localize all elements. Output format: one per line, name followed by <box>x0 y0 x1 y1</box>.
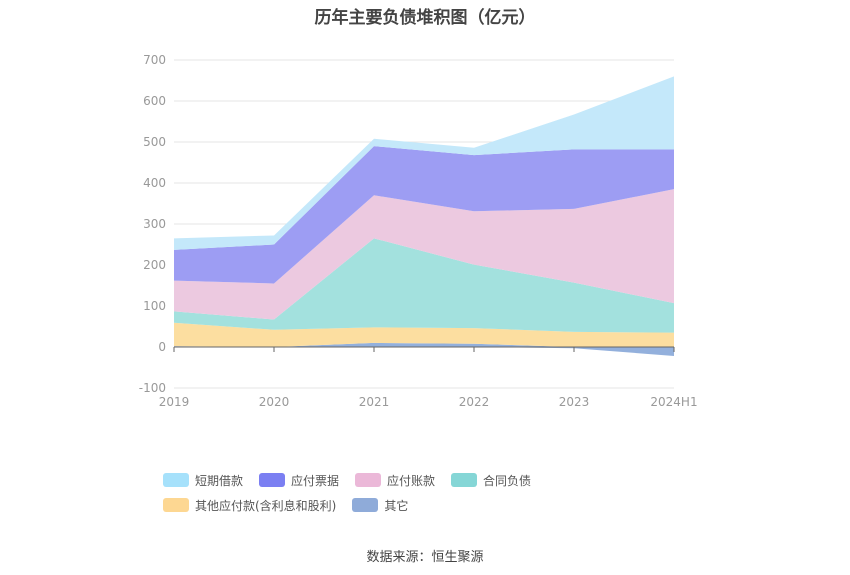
legend-label: 其他应付款(含利息和股利) <box>195 498 337 513</box>
area-series <box>174 238 674 333</box>
x-tick-label: 2019 <box>159 395 190 409</box>
data-source: 数据来源：恒生聚源 <box>366 550 484 565</box>
legend-label: 其它 <box>384 498 409 513</box>
legend-item[interactable]: 应付票据 <box>259 472 339 488</box>
legend-item[interactable]: 其它 <box>352 497 408 513</box>
y-tick-label: 600 <box>143 94 166 108</box>
legend-label: 合同负债 <box>483 473 532 488</box>
legend-swatch <box>355 473 382 487</box>
legend-item[interactable]: 应付账款 <box>355 472 435 488</box>
y-tick-label: 300 <box>143 217 166 231</box>
area-series <box>174 322 674 347</box>
y-tick-label: -100 <box>139 381 166 395</box>
y-tick-label: 200 <box>143 258 166 272</box>
legend-swatch <box>163 473 189 487</box>
legend-swatch <box>163 498 189 512</box>
legend-label: 短期借款 <box>195 473 244 488</box>
legend-item[interactable]: 合同负债 <box>451 472 531 488</box>
legend-swatch <box>259 473 286 487</box>
x-tick-label: 2022 <box>459 395 490 409</box>
legend-item[interactable]: 其他应付款(含利息和股利) <box>163 497 336 513</box>
x-tick-label: 2021 <box>359 395 390 409</box>
area-series <box>174 189 674 320</box>
x-tick-label: 2023 <box>559 395 590 409</box>
y-tick-label: 0 <box>158 340 166 354</box>
legend-swatch <box>352 498 379 512</box>
y-tick-label: 100 <box>143 299 166 313</box>
legend-label: 应付票据 <box>291 473 340 488</box>
legend-item[interactable]: 短期借款 <box>163 472 243 488</box>
legend-label: 应付账款 <box>387 473 436 488</box>
x-tick-label: 2020 <box>259 395 290 409</box>
chart-legend: 短期借款 应付票据 应付账款 合同负债其他应付款(含利息和股利) 其它 <box>163 472 723 522</box>
y-tick-label: 700 <box>143 53 166 67</box>
y-tick-label: 500 <box>143 135 166 149</box>
legend-swatch <box>451 473 478 487</box>
area-series <box>174 342 674 357</box>
x-tick-label: 2024H1 <box>650 395 697 409</box>
area-series <box>174 146 674 284</box>
y-tick-label: 400 <box>143 176 166 190</box>
chart-title: 历年主要负债堆积图（亿元） <box>314 8 536 28</box>
